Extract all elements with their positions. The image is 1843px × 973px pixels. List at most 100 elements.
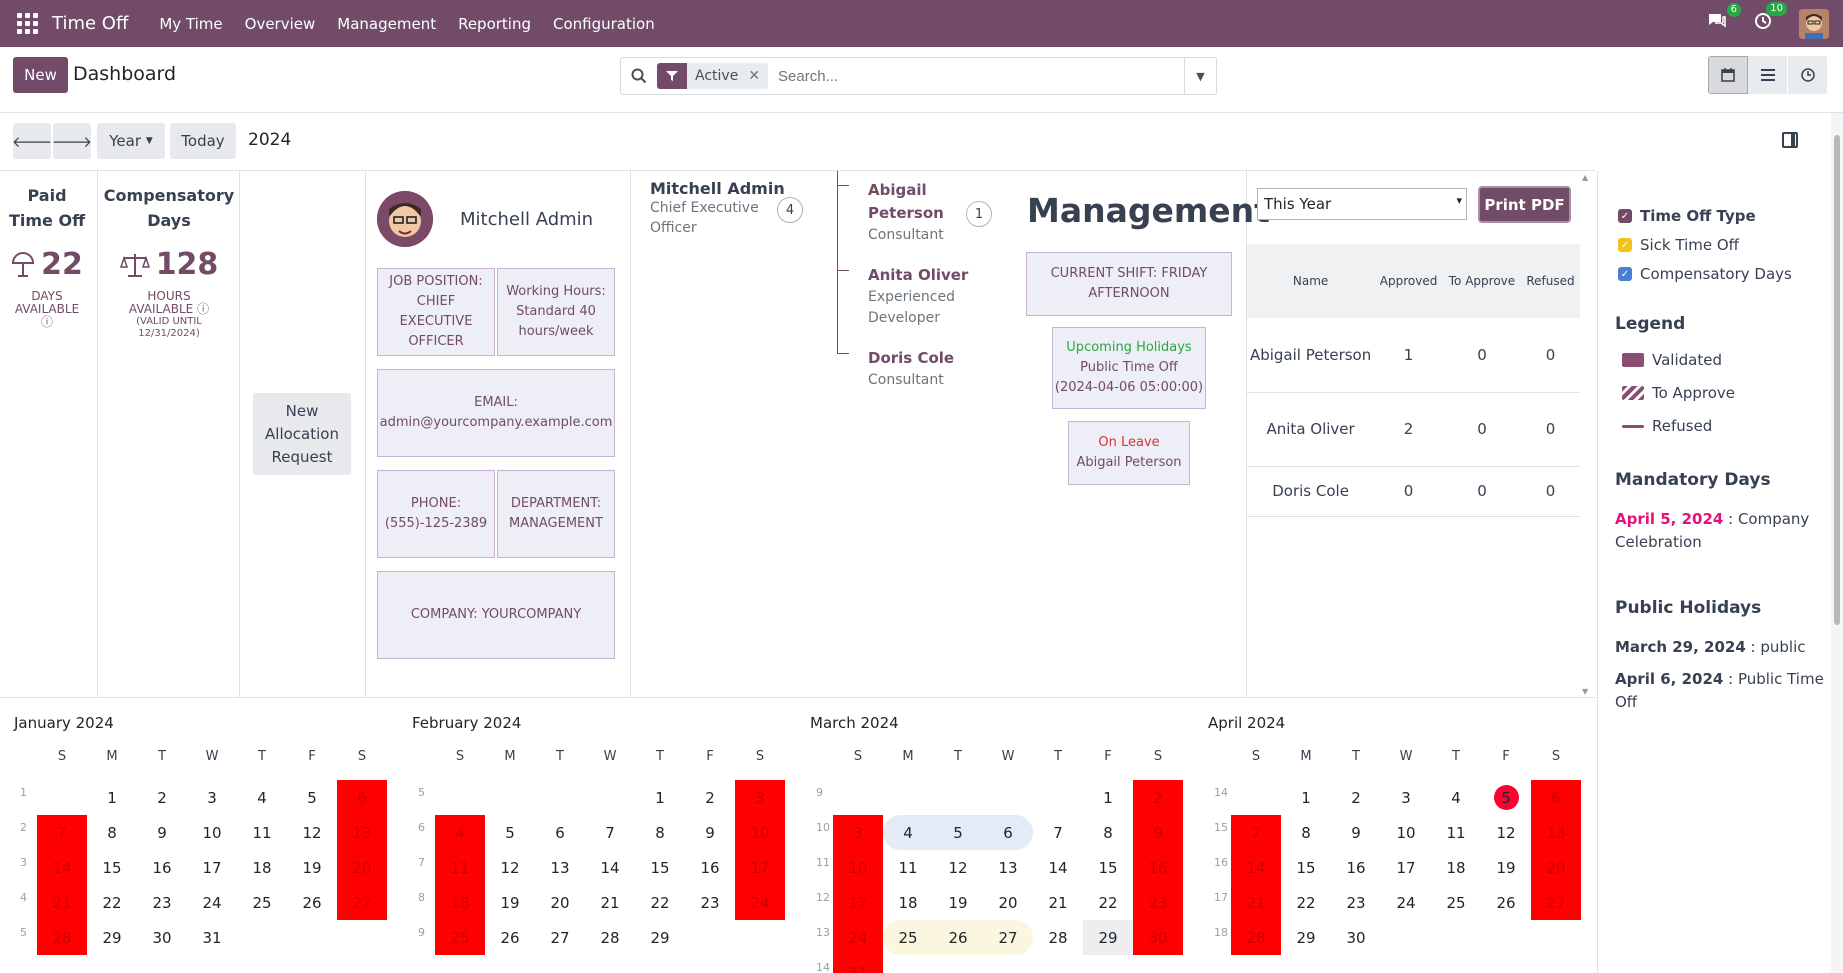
calendar-day[interactable]: 29 [1083,920,1133,955]
calendar-day[interactable]: 7 [585,815,635,850]
calendar-day[interactable]: 21 [1231,885,1281,920]
calendar-day[interactable]: 6 [983,815,1033,850]
calendar-day[interactable]: 4 [435,815,485,850]
menu-my-time[interactable]: My Time [159,14,223,33]
calendar-day[interactable]: 10 [187,815,237,850]
calendar-day[interactable]: 19 [1481,850,1531,885]
calendar-day[interactable]: 10 [833,850,883,885]
calendar-day[interactable]: 29 [87,920,137,955]
apps-menu-icon[interactable] [14,11,40,37]
page-scrollbar[interactable] [1831,113,1843,973]
app-title[interactable]: Time Off [52,13,129,34]
calendar-day[interactable]: 15 [635,850,685,885]
calendar-day[interactable]: 8 [1083,815,1133,850]
facet-remove-icon[interactable]: ✕ [748,68,761,84]
calendar-day[interactable]: 18 [1431,850,1481,885]
calendar-day[interactable]: 15 [1281,850,1331,885]
calendar-day[interactable]: 14 [37,850,87,885]
calendar-day[interactable]: 12 [287,815,337,850]
previous-arrow-icon[interactable]: 🡐 [12,123,52,159]
calendar-day[interactable]: 3 [1381,780,1431,815]
calendar-day[interactable]: 10 [735,815,785,850]
calendar-day[interactable]: 16 [137,850,187,885]
calendar-day[interactable]: 24 [735,885,785,920]
today-button[interactable]: Today [170,123,236,159]
scrollbar-thumb[interactable] [1834,135,1840,625]
calendar-day[interactable]: 20 [1531,850,1581,885]
calendar-day[interactable]: 5 [485,815,535,850]
calendar-day[interactable]: 20 [983,885,1033,920]
calendar-day[interactable]: 14 [1033,850,1083,885]
calendar-day[interactable]: 27 [337,885,387,920]
chat-icon[interactable]: 6 [1707,3,1741,35]
manager-subordinates-count[interactable]: 4 [777,197,803,223]
calendar-day[interactable]: 22 [635,885,685,920]
filter-sick-time-off[interactable]: ✓ Sick Time Off [1618,236,1739,254]
calendar-day[interactable]: 15 [87,850,137,885]
calendar-day[interactable]: 28 [1231,920,1281,955]
calendar-day[interactable]: 4 [1431,780,1481,815]
calendar-day[interactable]: 13 [983,850,1033,885]
filter-compensatory-days[interactable]: ✓ Compensatory Days [1618,265,1792,283]
calendar-day[interactable]: 21 [1033,885,1083,920]
search-input[interactable] [778,67,1179,85]
calendar-day[interactable]: 8 [87,815,137,850]
calendar-day[interactable]: 13 [337,815,387,850]
calendar-day[interactable]: 16 [1331,850,1381,885]
calendar-day[interactable]: 29 [1281,920,1331,955]
calendar-day[interactable]: 15 [1083,850,1133,885]
calendar-day[interactable]: 23 [1331,885,1381,920]
calendar-day[interactable]: 6 [1531,780,1581,815]
subordinate-count[interactable]: 1 [966,201,992,227]
calendar-day[interactable]: 16 [685,850,735,885]
calendar-day[interactable]: 30 [1133,920,1183,955]
calendar-day[interactable]: 31 [187,920,237,955]
calendar-day[interactable]: 22 [1083,885,1133,920]
calendar-day[interactable]: 13 [535,850,585,885]
help-icon[interactable]: ⓘ [40,315,53,329]
calendar-day[interactable]: 16 [1133,850,1183,885]
calendar-day[interactable]: 18 [237,850,287,885]
calendar-day[interactable]: 14 [1231,850,1281,885]
calendar-day[interactable]: 27 [983,920,1033,955]
calendar-day[interactable]: 26 [287,885,337,920]
calendar-day[interactable]: 9 [137,815,187,850]
calendar-day[interactable]: 4 [237,780,287,815]
calendar-day[interactable]: 7 [1033,815,1083,850]
calendar-day[interactable]: 24 [833,920,883,955]
calendar-day[interactable]: 5 [1481,780,1531,815]
calendar-day[interactable]: 2 [1133,780,1183,815]
calendar-day[interactable]: 23 [1133,885,1183,920]
org-subordinate[interactable]: Doris Cole Consultant [868,347,954,391]
calendar-day[interactable]: 14 [585,850,635,885]
sidebar-toggle-icon[interactable] [1782,132,1798,148]
org-subordinate[interactable]: Abigail Peterson Consultant [868,179,944,246]
calendar-day[interactable]: 11 [237,815,287,850]
scale-dropdown[interactable]: Year ▼ [97,123,165,159]
calendar-day[interactable]: 29 [635,920,685,955]
filter-time-off-type[interactable]: ✓ Time Off Type [1618,207,1756,225]
calendar-day[interactable]: 9 [1331,815,1381,850]
calendar-day[interactable]: 12 [933,850,983,885]
calendar-day[interactable]: 25 [237,885,287,920]
calendar-day[interactable]: 19 [933,885,983,920]
calendar-day[interactable]: 7 [1231,815,1281,850]
calendar-day[interactable]: 2 [1331,780,1381,815]
calendar-day[interactable]: 19 [485,885,535,920]
org-manager[interactable]: Mitchell Admin Chief Executive Officer [650,179,785,238]
calendar-day[interactable]: 27 [535,920,585,955]
menu-reporting[interactable]: Reporting [458,14,531,33]
calendar-day[interactable]: 17 [1381,850,1431,885]
checkbox-icon[interactable]: ✓ [1618,209,1632,223]
calendar-day[interactable]: 11 [435,850,485,885]
calendar-day[interactable]: 6 [535,815,585,850]
calendar-day[interactable]: 28 [585,920,635,955]
new-button[interactable]: New [13,57,68,93]
new-allocation-request-button[interactable]: New Allocation Request [253,393,351,475]
calendar-day[interactable]: 30 [1331,920,1381,955]
calendar-day[interactable]: 12 [1481,815,1531,850]
calendar-day[interactable]: 17 [187,850,237,885]
calendar-day[interactable]: 25 [435,920,485,955]
allocation-card-compensatory[interactable]: Compensatory Days 128 HOURS AVAILABLE ⓘ … [101,183,237,340]
calendar-day[interactable]: 3 [735,780,785,815]
